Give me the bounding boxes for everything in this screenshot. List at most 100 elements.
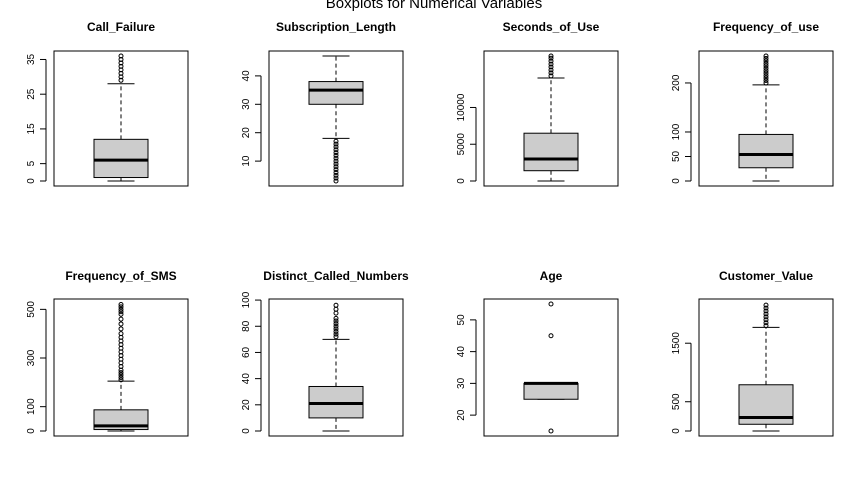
outlier-point <box>333 141 339 147</box>
panel-subscription-length: Subscription_Length 10 20 30 40 <box>241 20 404 187</box>
plot-frame <box>268 50 404 187</box>
plot-frame <box>698 50 834 187</box>
plot-frame <box>53 298 189 437</box>
y-tick-label: 30 <box>241 98 252 110</box>
y-tick-label: 0 <box>671 428 682 434</box>
panel-title: Seconds_of_Use <box>503 20 600 34</box>
plot-frame <box>268 298 404 437</box>
y-tick-label: 1500 <box>671 332 682 355</box>
outlier-point <box>333 310 339 316</box>
panel-title: Subscription_Length <box>276 20 396 34</box>
panel-age: Age 20 30 40 50 <box>456 269 619 437</box>
outlier-point <box>763 78 769 84</box>
outlier-point <box>118 60 124 66</box>
iqr-box <box>93 138 149 179</box>
outlier-point <box>118 370 124 376</box>
outlier-point <box>763 60 769 66</box>
y-tick-label: 5 <box>26 160 37 166</box>
plot-frame <box>483 298 619 437</box>
outlier-point <box>118 77 124 83</box>
outlier-point <box>548 64 554 70</box>
outlier-point <box>333 164 339 170</box>
outlier-point <box>333 328 339 334</box>
y-tick-label: 15 <box>26 123 37 135</box>
panel-customer-value: Customer_Value 0 500 1500 <box>671 269 834 437</box>
y-tick-label: 20 <box>456 409 467 421</box>
outlier-point <box>333 323 339 329</box>
outlier-point <box>763 80 769 86</box>
outlier-point <box>548 58 554 64</box>
panel-frequency-of-use: Frequency_of_use 0 50 100 200 <box>671 20 834 187</box>
outlier-point <box>333 172 339 178</box>
y-tick-label: 35 <box>26 53 37 65</box>
y-tick-label: 40 <box>241 70 252 82</box>
outlier-point <box>763 63 769 69</box>
y-tick-label: 40 <box>241 373 252 385</box>
outlier-point <box>763 305 769 311</box>
outlier-point <box>763 68 769 74</box>
outlier-point <box>333 321 339 327</box>
outlier-point <box>763 314 769 320</box>
outlier-point <box>333 306 339 312</box>
y-tick-label: 0 <box>241 428 252 434</box>
outlier-point <box>118 70 124 76</box>
outlier-point <box>118 309 124 315</box>
plot-frame <box>698 298 834 437</box>
outlier-point <box>333 161 339 167</box>
outlier-point <box>548 428 554 434</box>
outlier-point <box>333 169 339 175</box>
iqr-box <box>523 132 579 172</box>
plot-frame <box>53 50 189 187</box>
y-tick-label: 50 <box>671 150 682 162</box>
outlier-point <box>118 63 124 69</box>
iqr-box <box>738 133 794 169</box>
panel-seconds-of-use: Seconds_of_Use 0 5000 10000 <box>456 20 619 187</box>
panel-title: Frequency_of_use <box>713 20 819 34</box>
outlier-point <box>118 326 124 332</box>
panel-title: Distinct_Called_Numbers <box>263 269 409 283</box>
outlier-point <box>548 73 554 79</box>
outlier-point <box>333 147 339 153</box>
outlier-point <box>118 53 124 59</box>
outlier-point <box>763 55 769 61</box>
outlier-point <box>333 158 339 164</box>
outlier-point <box>118 67 124 73</box>
y-tick-label: 40 <box>456 346 467 358</box>
outlier-point <box>333 175 339 181</box>
outlier-point <box>118 56 124 62</box>
y-tick-label: 80 <box>241 320 252 332</box>
outlier-point <box>333 150 339 156</box>
outlier-point <box>548 333 554 339</box>
y-tick-label: 10000 <box>456 93 467 121</box>
outlier-point <box>333 144 339 150</box>
y-tick-label: 25 <box>26 88 37 100</box>
outlier-point <box>118 316 124 322</box>
outlier-point <box>118 331 124 337</box>
y-tick-label: 300 <box>26 349 37 366</box>
panel-title: Customer_Value <box>719 269 813 283</box>
outlier-point <box>118 377 124 383</box>
outlier-point <box>763 317 769 323</box>
outlier-point <box>118 301 124 307</box>
outlier-point <box>548 301 554 307</box>
outlier-point <box>763 311 769 317</box>
outlier-point <box>333 315 339 321</box>
outlier-point <box>333 334 339 340</box>
panel-frequency-of-sms: Frequency_of_SMS 0 100 300 500 <box>26 269 189 437</box>
outlier-point <box>333 152 339 158</box>
panel-title: Frequency_of_SMS <box>65 269 176 283</box>
y-tick-label: 0 <box>671 178 682 184</box>
outlier-point <box>118 304 124 310</box>
iqr-box <box>523 382 579 400</box>
panel-title: Age <box>540 269 563 283</box>
outlier-point <box>333 167 339 173</box>
y-tick-label: 5000 <box>456 133 467 156</box>
outlier-point <box>548 67 554 73</box>
y-tick-label: 20 <box>241 399 252 411</box>
y-tick-label: 0 <box>26 178 37 184</box>
y-tick-label: 10 <box>241 155 252 167</box>
outlier-point <box>548 53 554 59</box>
y-tick-label: 100 <box>241 291 252 308</box>
outlier-point <box>118 74 124 80</box>
